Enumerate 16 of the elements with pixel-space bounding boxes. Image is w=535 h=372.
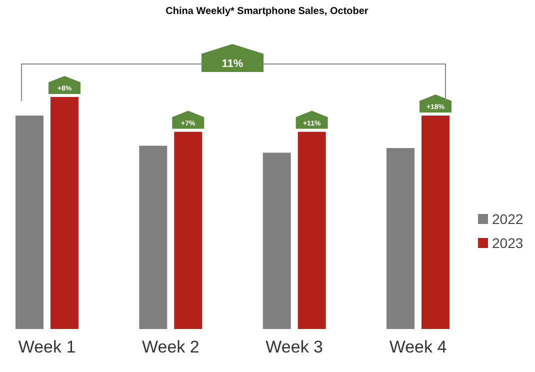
legend-label: 2023 [492, 235, 524, 251]
pentagon-badge: 11% [202, 44, 264, 72]
bar [50, 97, 78, 329]
bar [386, 148, 415, 329]
bar [298, 132, 326, 329]
chart-title: China Weekly* Smartphone Sales, October [166, 6, 368, 17]
x-tick-label: Week 2 [142, 337, 200, 356]
bar [174, 132, 202, 329]
bar [15, 116, 44, 329]
legend-label: 2022 [492, 211, 524, 227]
bar [262, 152, 291, 329]
bar [422, 116, 450, 329]
bar [139, 146, 168, 329]
x-tick-label: Week 1 [18, 337, 76, 356]
x-tick-label: Week 3 [266, 337, 323, 356]
x-tick-label: Week 4 [389, 337, 447, 356]
